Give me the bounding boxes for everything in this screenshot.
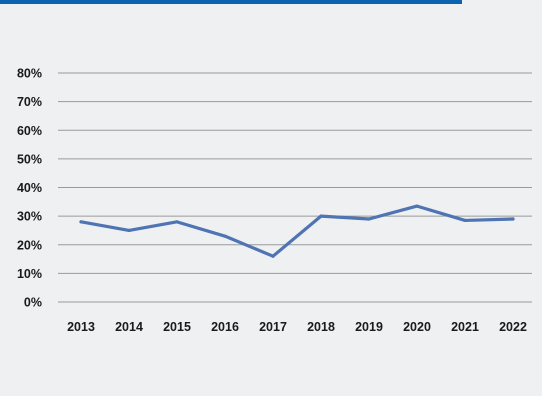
series-line [79, 204, 515, 258]
x-tick-label: 2013 [67, 320, 95, 334]
data-point [175, 220, 179, 224]
data-point [223, 234, 227, 238]
data-point [79, 220, 83, 224]
x-tick-label: 2020 [403, 320, 431, 334]
x-tick-label: 2017 [259, 320, 287, 334]
x-tick-label: 2021 [451, 320, 479, 334]
data-point [463, 218, 467, 223]
x-axis-labels: 2013 2014 2015 2016 2017 2018 2019 2020 2021 2022 [67, 320, 527, 334]
y-tick-label: 80% [17, 67, 42, 81]
x-tick-label: 2016 [211, 320, 239, 334]
data-point [511, 217, 515, 221]
y-tick-label: 10% [17, 267, 42, 281]
series-layer [79, 204, 515, 258]
x-tick-label: 2018 [307, 320, 335, 334]
data-point [367, 217, 371, 221]
y-tick-label: 40% [17, 181, 42, 195]
data-point [127, 228, 131, 233]
gridlines [58, 72, 532, 303]
data-point [319, 214, 323, 218]
y-tick-label: 70% [17, 95, 42, 109]
y-tick-label: 50% [17, 152, 42, 166]
x-tick-label: 2014 [115, 320, 143, 334]
data-point [271, 254, 275, 258]
x-tick-label: 2015 [163, 320, 191, 334]
y-tick-label: 20% [17, 238, 42, 252]
y-tick-label: 0% [24, 296, 42, 310]
y-tick-label: 60% [17, 124, 42, 138]
x-tick-label: 2022 [499, 320, 527, 334]
top-accent-bar [0, 0, 462, 4]
data-point [415, 204, 419, 208]
x-tick-label: 2019 [355, 320, 383, 334]
y-axis-labels: 0% 10% 20% 30% 40% 50% 60% 70% 80% [17, 67, 42, 310]
y-tick-label: 30% [17, 210, 42, 224]
